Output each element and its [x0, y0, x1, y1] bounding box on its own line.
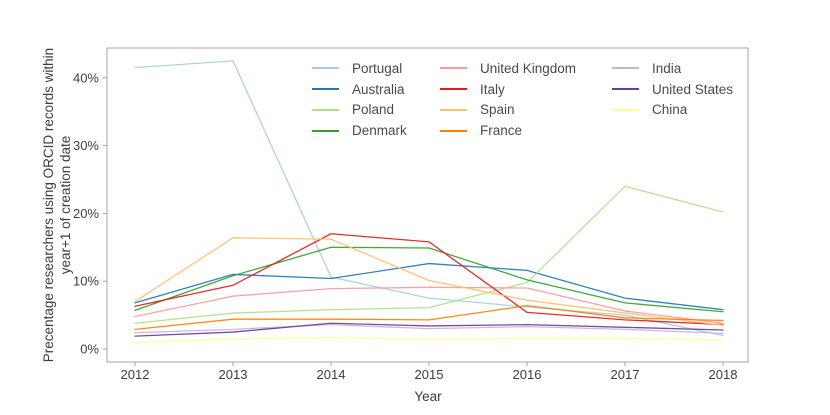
legend-swatch-france — [440, 129, 467, 132]
series-line-australia — [134, 262, 724, 311]
series-line-italy — [134, 233, 724, 326]
x-tick-label-2013: 2013 — [219, 367, 248, 382]
legend-item-china: China — [612, 100, 733, 121]
series-line-denmark — [134, 246, 724, 313]
series-line-united-states — [134, 322, 724, 337]
y-tick-label-40: 40% — [73, 70, 99, 85]
series-line-poland — [134, 185, 724, 324]
y-tick-label-0: 0% — [80, 342, 99, 357]
legend-item-portugal: Portugal — [312, 58, 407, 79]
legend-item-italy: Italy — [440, 79, 576, 100]
legend-label-poland: Poland — [352, 102, 395, 118]
legend-item-australia: Australia — [312, 79, 407, 100]
legend-item-united-kingdom: United Kingdom — [440, 58, 576, 79]
legend-swatch-denmark — [312, 129, 339, 132]
y-tick-label-10: 10% — [73, 274, 99, 289]
legend-swatch-china — [612, 108, 639, 111]
series-line-france — [134, 304, 724, 330]
legend-label-australia: Australia — [352, 81, 405, 97]
legend-label-united-states: United States — [652, 81, 734, 97]
legend-swatch-united-states — [612, 88, 639, 91]
legend-item-united-states: United States — [612, 79, 733, 100]
legend-label-france: France — [480, 123, 523, 139]
legend-column-3: India United States China — [612, 58, 733, 120]
x-tick-label-2018: 2018 — [709, 367, 738, 382]
legend-label-china: China — [652, 102, 688, 118]
legend-item-denmark: Denmark — [312, 120, 407, 141]
legend-label-portugal: Portugal — [352, 60, 403, 76]
legend-item-poland: Poland — [312, 100, 407, 121]
y-axis-title: Precentage researchers using ORCID recor… — [40, 25, 74, 385]
y-axis-title-line1: Precentage researchers using ORCID recor… — [41, 47, 56, 363]
legend-label-italy: Italy — [480, 81, 505, 97]
panel-border — [106, 47, 749, 363]
legend-swatch-spain — [440, 108, 467, 111]
x-tick-label-2016: 2016 — [513, 367, 542, 382]
legend-item-france: France — [440, 120, 576, 141]
x-tick-label-2012: 2012 — [121, 367, 150, 382]
x-tick-label-2017: 2017 — [611, 367, 640, 382]
legend-label-denmark: Denmark — [352, 123, 407, 139]
y-axis-title-line2: year+1 of creation date — [58, 135, 73, 275]
series-line-spain — [134, 237, 724, 326]
x-tick-label-2015: 2015 — [415, 367, 444, 382]
legend-swatch-australia — [312, 88, 339, 91]
legend-label-united-kingdom: United Kingdom — [480, 60, 577, 76]
legend-swatch-india — [612, 67, 639, 70]
x-tick-label-2014: 2014 — [317, 367, 346, 382]
legend-swatch-italy — [440, 88, 467, 91]
legend-swatch-united-kingdom — [440, 67, 467, 70]
legend-swatch-poland — [312, 108, 339, 111]
series-line-china — [134, 336, 724, 344]
series-line-portugal — [134, 60, 724, 337]
series-line-india — [134, 323, 724, 335]
legend-column-2: United Kingdom Italy Spain France — [440, 58, 576, 141]
x-axis-title: Year — [414, 389, 442, 404]
legend-label-india: India — [652, 60, 682, 76]
legend-column-1: Portugal Australia Poland Denmark — [312, 58, 407, 141]
legend-swatch-portugal — [312, 67, 339, 70]
legend-label-spain: Spain — [480, 102, 515, 118]
series-line-united-kingdom — [134, 286, 724, 324]
legend-item-india: India — [612, 58, 733, 79]
y-tick-label-30: 30% — [73, 138, 99, 153]
legend-item-spain: Spain — [440, 100, 576, 121]
y-tick-label-20: 20% — [73, 206, 99, 221]
